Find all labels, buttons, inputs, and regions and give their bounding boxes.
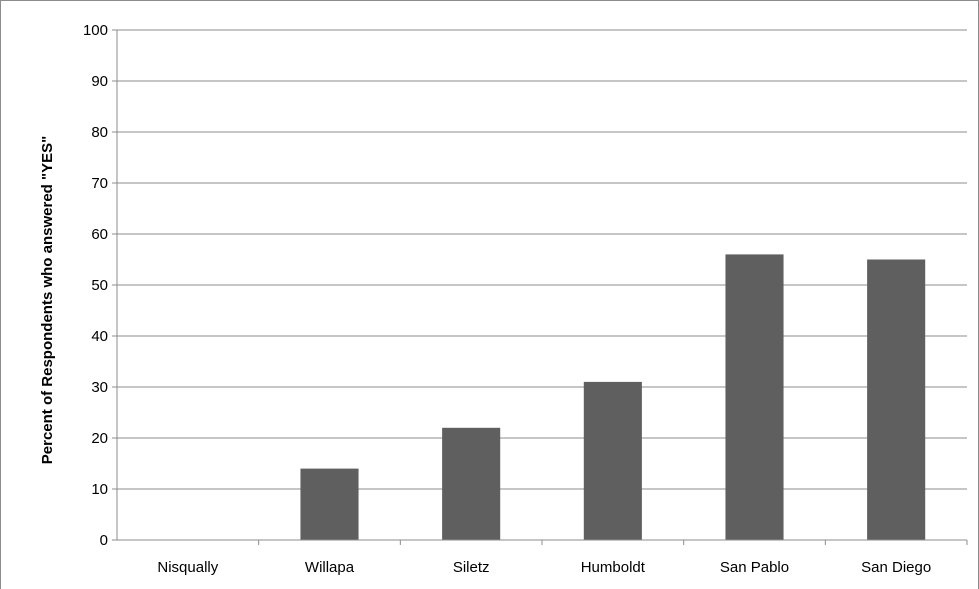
y-axis-ticks: 0 10 20 30 40 50 60 70 80 90 100 (83, 22, 117, 549)
bar-san-pablo (725, 254, 784, 540)
x-tick-label: Humboldt (581, 559, 646, 576)
bar-humboldt (583, 381, 642, 540)
y-tick-label: 70 (91, 175, 108, 192)
y-tick-label: 100 (83, 22, 108, 39)
y-tick-label: 60 (91, 226, 108, 243)
bar-willapa (300, 468, 359, 540)
bar-san-diego (867, 259, 926, 540)
x-tick-label: Nisqually (157, 559, 218, 576)
x-axis-ticks: Nisqually Willapa Siletz Humboldt San Pablo S… (157, 540, 968, 576)
y-axis-title: Percent of Respondents who answered "YES… (39, 136, 56, 464)
y-tick-label: 30 (91, 379, 108, 396)
x-tick-label: Willapa (305, 559, 355, 576)
y-tick-label: 40 (91, 328, 108, 345)
y-tick-label: 80 (91, 124, 108, 141)
y-tick-label: 50 (91, 277, 108, 294)
x-tick-label: Siletz (453, 559, 490, 576)
bar-siletz (442, 427, 501, 540)
y-tick-label: 90 (91, 73, 108, 90)
y-tick-label: 0 (100, 532, 108, 549)
grid-lines (117, 29, 967, 490)
y-tick-label: 20 (91, 430, 108, 447)
y-tick-label: 10 (91, 481, 108, 498)
x-tick-label: San Pablo (720, 559, 789, 576)
x-tick-label: San Diego (861, 559, 931, 576)
bars (300, 254, 926, 540)
